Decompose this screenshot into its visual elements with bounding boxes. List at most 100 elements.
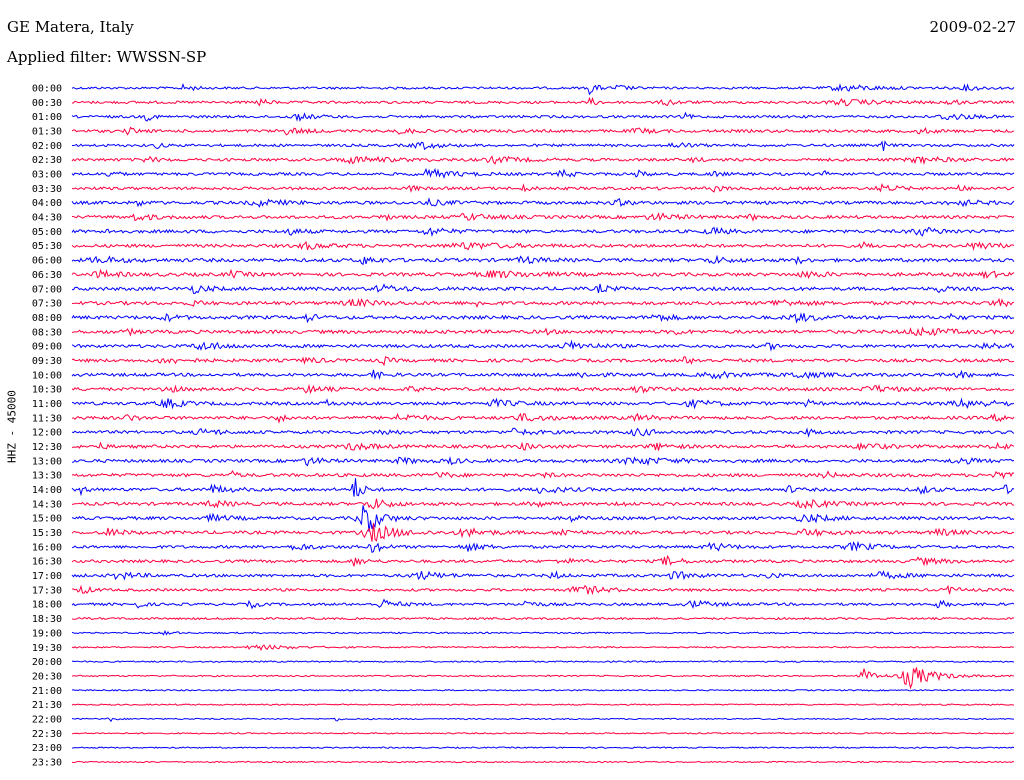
trace-0830	[71, 326, 1015, 337]
time-tick-label: 11:00	[32, 399, 62, 410]
time-tick-label: 04:00	[32, 198, 62, 209]
time-tick-label: 18:30	[32, 614, 62, 625]
time-tick-label: 09:30	[32, 356, 62, 367]
trace-0700	[71, 283, 1015, 295]
trace-0530	[71, 240, 1015, 252]
trace-1100	[71, 397, 1015, 410]
trace-0100	[71, 111, 1015, 122]
time-tick-label: 16:00	[32, 542, 62, 553]
time-tick-label: 12:30	[32, 442, 62, 453]
time-tick-label: 07:30	[32, 299, 62, 310]
trace-1530	[71, 522, 1015, 542]
trace-2000	[71, 660, 1015, 663]
trace-0400	[71, 197, 1015, 208]
time-tick-label: 06:00	[32, 256, 62, 267]
time-tick-label: 03:00	[32, 170, 62, 181]
time-tick-label: 03:30	[32, 184, 62, 195]
trace-1600	[71, 540, 1015, 554]
time-tick-label: 16:30	[32, 557, 62, 568]
time-tick-label: 15:00	[32, 514, 62, 525]
station-title: GE Matera, Italy	[7, 18, 134, 36]
trace-0330	[71, 183, 1014, 193]
trace-1300	[71, 456, 1015, 467]
trace-1030	[71, 383, 1015, 395]
time-tick-label: 05:00	[32, 227, 62, 238]
time-tick-label: 12:00	[32, 428, 62, 439]
time-tick-label: 21:30	[32, 700, 62, 711]
time-tick-label: 13:30	[32, 471, 62, 482]
time-tick-label: 06:30	[32, 270, 62, 281]
trace-1000	[71, 369, 1015, 380]
time-tick-label: 19:00	[32, 628, 62, 639]
time-tick-label: 13:00	[32, 456, 62, 467]
time-tick-label: 19:30	[32, 643, 62, 654]
trace-1930	[71, 644, 1015, 652]
time-tick-label: 00:00	[32, 84, 62, 95]
trace-0600	[71, 254, 1015, 266]
trace-0630	[71, 268, 1015, 280]
time-tick-label: 18:00	[32, 600, 62, 611]
time-tick-label: 21:00	[32, 686, 62, 697]
trace-lines	[71, 83, 1015, 764]
time-tick-label: 01:00	[32, 112, 62, 123]
time-tick-label: 04:30	[32, 213, 62, 224]
time-tick-label: 20:30	[32, 671, 62, 682]
time-tick-label: 01:30	[32, 127, 62, 138]
time-tick-label: 22:30	[32, 729, 62, 740]
trace-1630	[71, 554, 1015, 567]
trace-2130	[71, 703, 1015, 706]
trace-1830	[71, 616, 1015, 621]
time-tick-label: 07:00	[32, 284, 62, 295]
time-tick-label: 10:00	[32, 370, 62, 381]
time-tick-label: 14:30	[32, 499, 62, 510]
time-tick-label: 17:30	[32, 585, 62, 596]
time-tick-label: 10:30	[32, 385, 62, 396]
trace-1430	[71, 498, 1015, 510]
trace-2100	[71, 689, 1015, 692]
time-tick-label: 09:00	[32, 342, 62, 353]
trace-0930	[71, 356, 1015, 367]
trace-0730	[71, 297, 1015, 309]
trace-1700	[71, 570, 1015, 581]
trace-0500	[71, 226, 1015, 238]
time-tick-label: 00:30	[32, 98, 62, 109]
trace-0800	[71, 312, 1015, 324]
trace-2030	[71, 667, 1015, 690]
time-tick-label: 11:30	[32, 413, 62, 424]
time-tick-label: 22:00	[32, 714, 62, 725]
time-tick-label: 14:00	[32, 485, 62, 496]
trace-2330	[71, 760, 1015, 764]
time-tick-label: 02:00	[32, 141, 62, 152]
trace-1330	[71, 470, 1015, 480]
time-tick-label: 23:30	[32, 757, 62, 768]
date-label: 2009-02-27	[929, 18, 1016, 36]
trace-2300	[71, 746, 1015, 749]
trace-1200	[71, 427, 1015, 438]
trace-1400	[71, 478, 1015, 497]
trace-1730	[72, 584, 1015, 596]
time-tick-label: 20:00	[32, 657, 62, 668]
trace-0900	[71, 339, 1015, 352]
time-tick-label: 23:00	[32, 743, 62, 754]
trace-0430	[72, 211, 1015, 222]
trace-1900	[71, 629, 1015, 636]
trace-0300	[71, 167, 1015, 179]
trace-1130	[71, 412, 1015, 424]
trace-0200	[72, 140, 1015, 151]
time-tick-label: 08:30	[32, 327, 62, 338]
trace-2230	[71, 732, 1015, 735]
trace-0230	[71, 155, 1015, 165]
trace-2200	[71, 717, 1015, 723]
trace-1500	[71, 505, 1015, 532]
trace-0130	[71, 126, 1015, 136]
time-tick-label: 05:30	[32, 241, 62, 252]
time-tick-labels: 00:00 00:30 01:00 01:30 02:00 02:30 03:00 03:30…	[32, 84, 62, 769]
time-tick-label: 17:00	[32, 571, 62, 582]
time-tick-label: 15:30	[32, 528, 62, 539]
trace-1800	[71, 598, 1015, 610]
time-tick-label: 08:00	[32, 313, 62, 324]
trace-1230	[71, 441, 1015, 451]
trace-0030	[72, 96, 1015, 107]
filter-label: Applied filter: WWSSN-SP	[7, 48, 207, 66]
